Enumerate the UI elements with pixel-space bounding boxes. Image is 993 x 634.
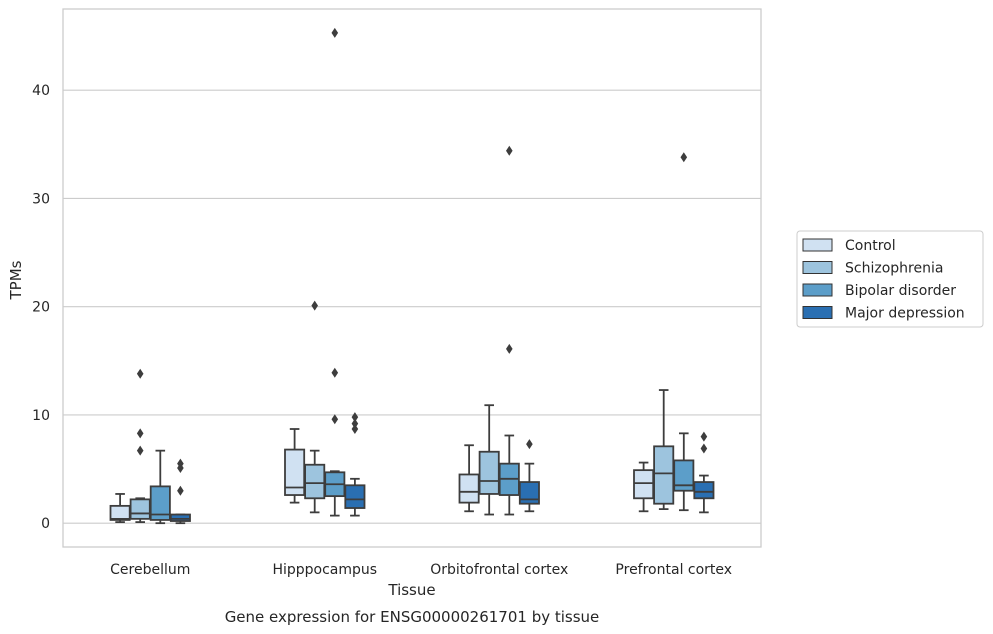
- outlier-point: [177, 485, 184, 496]
- outlier-point: [136, 368, 144, 379]
- box: [149, 485, 171, 521]
- plot-area: [62, 8, 762, 548]
- y-gridlines: [63, 89, 761, 524]
- legend-label: Major depression: [845, 306, 965, 322]
- outlier-point: [526, 439, 533, 450]
- legend-item: Major depression: [802, 306, 965, 322]
- outlier-point: [680, 152, 688, 163]
- box: [304, 463, 326, 500]
- box: [344, 484, 366, 509]
- box-plot: [109, 493, 131, 524]
- y-tick-label: 20: [32, 300, 50, 316]
- box: [129, 498, 151, 520]
- legend-swatch: [802, 238, 833, 252]
- box: [693, 481, 715, 500]
- outlier-point: [506, 145, 513, 156]
- y-tick-label: 30: [32, 191, 50, 207]
- y-tick-label: 10: [32, 408, 50, 424]
- y-tick-label: 0: [41, 516, 50, 532]
- outlier-point: [506, 343, 513, 354]
- box-plot: [129, 368, 151, 524]
- box-plot: [304, 300, 326, 514]
- box-plot: [498, 145, 520, 516]
- chart-caption: Gene expression for ENSG00000261701 by t…: [225, 608, 600, 626]
- outlier-point: [311, 300, 318, 311]
- box-plot: [344, 412, 366, 517]
- y-axis-label: TPMs: [7, 260, 25, 300]
- outlier-point: [177, 458, 184, 469]
- outlier-point: [331, 367, 339, 378]
- x-tick-label: Prefrontal cortex: [615, 562, 732, 578]
- legend-label: Schizophrenia: [845, 261, 943, 277]
- legend-frame: [796, 230, 984, 328]
- x-tick-label: Cerebellum: [110, 562, 190, 578]
- y-tick-label: 40: [32, 83, 50, 99]
- outlier-point: [351, 424, 359, 435]
- box-plot: [673, 152, 695, 512]
- box-plot: [169, 458, 191, 525]
- box-plot: [478, 404, 500, 516]
- box-plot: [653, 389, 675, 511]
- outlier-point: [700, 443, 708, 454]
- outlier-point: [136, 445, 144, 456]
- box: [653, 445, 675, 505]
- box: [458, 473, 480, 504]
- box: [169, 513, 191, 522]
- y-tick-labels: 0 10 20 30 40: [32, 83, 50, 532]
- box-plot: [284, 428, 306, 504]
- legend-swatch: [802, 261, 833, 274]
- box: [633, 469, 655, 500]
- legend-swatch: [802, 283, 833, 297]
- box-plot: [633, 461, 655, 513]
- legend-label: Bipolar disorder: [845, 283, 956, 299]
- box-plot: [693, 431, 715, 514]
- box: [518, 481, 540, 505]
- x-tick-label: Orbitofrontal cortex: [430, 562, 568, 578]
- legend-label: Control: [845, 238, 896, 254]
- legend-swatch: [802, 306, 833, 319]
- x-axis-label: Tissue: [387, 581, 435, 599]
- box-plot: [458, 444, 480, 513]
- legend-item: Bipolar disorder: [802, 283, 956, 299]
- x-tick-labels: Cerebellum Hipppocampus Orbitofrontal cort…: [110, 562, 732, 578]
- outlier-point: [700, 431, 708, 442]
- box-groups: [109, 27, 715, 525]
- legend-item: Schizophrenia: [802, 261, 943, 277]
- outlier-point: [331, 27, 339, 38]
- box: [478, 450, 500, 495]
- outlier-point: [351, 412, 359, 423]
- box-plot: [149, 449, 171, 525]
- legend-item: Control: [802, 238, 896, 254]
- outlier-point: [331, 414, 339, 425]
- legend: Control Schizophrenia Bipolar disorder Majo…: [796, 230, 984, 328]
- outlier-point: [351, 418, 359, 429]
- outlier-point: [136, 428, 144, 439]
- box-plot: [324, 27, 346, 517]
- box: [673, 459, 695, 492]
- box: [109, 504, 131, 521]
- x-tick-label: Hipppocampus: [272, 562, 377, 578]
- box-plot: [518, 439, 540, 513]
